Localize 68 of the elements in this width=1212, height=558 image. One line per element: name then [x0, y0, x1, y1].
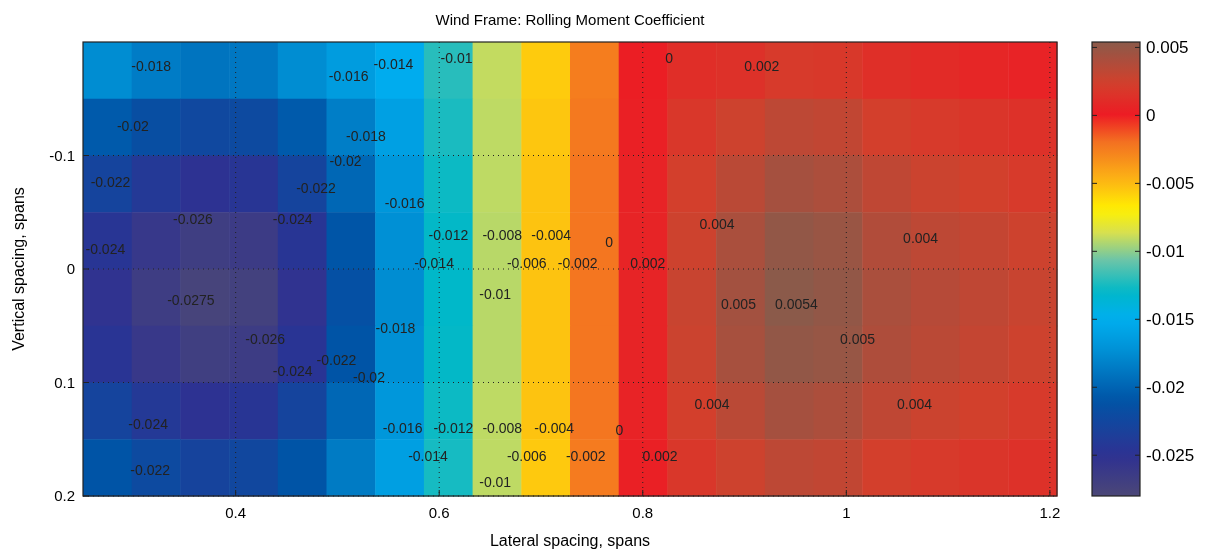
annotation: -0.026 — [245, 331, 286, 348]
color-bar-label: -0.015 — [1146, 310, 1195, 330]
annotation: -0.01 — [479, 474, 512, 491]
x-tick-label: 1 — [842, 504, 851, 521]
annotation: -0.02 — [353, 368, 386, 385]
annotation: 0.002 — [630, 255, 666, 272]
annotation: 0.002 — [744, 57, 780, 74]
annotation: 0.004 — [699, 215, 735, 232]
annotation: -0.018 — [346, 128, 386, 145]
color-bar-label: -0.025 — [1146, 446, 1195, 466]
annotation: -0.002 — [557, 255, 598, 272]
color-bar-label: -0.02 — [1146, 378, 1185, 398]
x-axis-title: Lateral spacing, spans — [489, 532, 651, 549]
x-tick-label: 0.8 — [632, 504, 654, 521]
annotation: 0 — [615, 422, 624, 439]
annotation: -0.002 — [565, 448, 606, 465]
annotation: -0.01 — [479, 285, 512, 302]
annotation: -0.022 — [90, 173, 131, 190]
annotation: -0.01 — [440, 49, 473, 66]
annotation: -0.022 — [296, 180, 337, 197]
color-bar-label: 0.005 — [1146, 38, 1189, 58]
annotation: -0.0275 — [167, 291, 215, 308]
annotation: -0.012 — [433, 419, 474, 436]
annotation: -0.018 — [375, 320, 416, 337]
annotation: 0.005 — [720, 296, 757, 313]
color-bar-label: 0 — [1146, 106, 1156, 126]
annotation: -0.02 — [329, 153, 362, 170]
annotation: -0.022 — [130, 461, 171, 478]
annotation: 0.002 — [642, 448, 678, 465]
y-tick-label: 0.1 — [54, 373, 75, 391]
annotation: -0.008 — [482, 419, 523, 436]
annotation: -0.022 — [316, 351, 357, 368]
annotation: 0.004 — [896, 396, 933, 413]
color-bar-label: -0.005 — [1146, 174, 1195, 194]
annotation: -0.024 — [85, 240, 126, 257]
x-tick-label: 0.4 — [225, 504, 247, 521]
y-tick-label: -0.1 — [49, 146, 75, 164]
annotation: -0.024 — [128, 416, 169, 433]
chart-title: Wind Frame: Rolling Moment Coefficient — [435, 11, 706, 28]
annotation: -0.016 — [328, 68, 369, 85]
annotation: 0.005 — [839, 331, 876, 348]
annotation: 0 — [665, 49, 674, 66]
y-tick-label: 0 — [66, 260, 75, 277]
annotation: 0 — [605, 233, 614, 250]
x-tick-label: 0.6 — [428, 504, 450, 521]
annotation: 0.004 — [694, 396, 730, 413]
annotation: -0.008 — [482, 226, 523, 243]
annotation: -0.016 — [384, 195, 425, 212]
annotation: -0.014 — [408, 448, 449, 465]
annotation: -0.004 — [531, 226, 572, 243]
annotation: -0.02 — [116, 117, 150, 134]
annotation: -0.016 — [382, 419, 423, 436]
annotation: 0.004 — [903, 230, 939, 247]
annotation: -0.014 — [414, 255, 455, 272]
annotation: 0.0054 — [775, 296, 819, 313]
y-tick-label: 0.2 — [54, 487, 75, 504]
annotation: -0.004 — [534, 419, 575, 436]
annotation: -0.006 — [506, 448, 547, 465]
annotation: -0.024 — [272, 363, 313, 380]
y-axis-title: Vertical spacing, spans — [10, 187, 27, 351]
annotation: -0.012 — [428, 226, 469, 243]
color-bar-label: -0.01 — [1146, 242, 1185, 262]
annotation: -0.018 — [131, 57, 172, 74]
annotation: -0.026 — [173, 211, 213, 228]
x-tick-label: 1.2 — [1039, 504, 1061, 521]
annotation: -0.024 — [272, 211, 313, 228]
annotation: -0.006 — [506, 255, 547, 272]
annotation: -0.014 — [373, 55, 414, 72]
